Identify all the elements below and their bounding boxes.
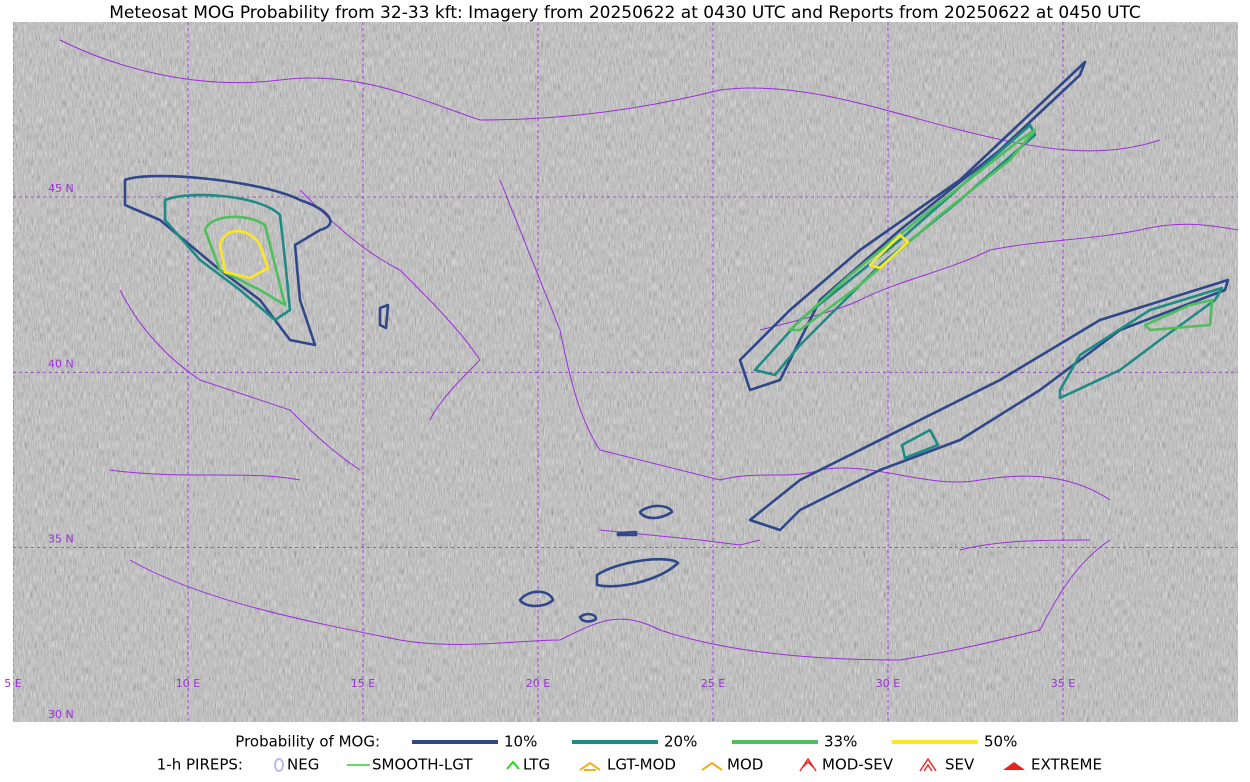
contour-20 [163, 193, 292, 322]
legend-title: 1-h PIREPS: [157, 756, 243, 774]
legend-label: SEV [945, 756, 975, 774]
contour-50 [868, 233, 910, 270]
pirep-icons [274, 757, 1025, 772]
contour-10 [638, 504, 674, 520]
legend-label: NEG [287, 756, 319, 774]
contour-10 [748, 278, 1230, 532]
map [13, 22, 1238, 722]
legend-label: 10% [504, 733, 537, 751]
contour-10 [123, 174, 332, 347]
legend-label: 33% [824, 733, 857, 751]
lon-label: 5 E [4, 677, 21, 690]
contour-10 [378, 303, 390, 330]
lon-label: 25 E [701, 677, 725, 690]
contour-10 [518, 590, 555, 608]
legend-label: MOD [727, 756, 763, 774]
legend-title: Probability of MOG: [235, 733, 380, 751]
legend-label: 50% [984, 733, 1017, 751]
icon-lgt-mod [579, 761, 601, 771]
lat-label: 35 N [48, 533, 74, 546]
legend-label: 20% [664, 733, 697, 751]
legend-label: SMOOTH-LGT [372, 756, 473, 774]
contour-33 [788, 128, 1037, 332]
contour-20 [1058, 286, 1224, 400]
contour-33 [1143, 298, 1214, 332]
lon-label: 10 E [176, 677, 200, 690]
icon-extreme [1003, 762, 1025, 770]
coastlines [59, 39, 1238, 661]
legend-label: MOD-SEV [822, 756, 894, 774]
contour-50 [218, 229, 270, 280]
icon-ltg [506, 760, 520, 770]
lat-label: 40 N [48, 357, 74, 370]
icon-mod [701, 761, 723, 771]
lon-label: 20 E [526, 677, 550, 690]
lat-label: 30 N [48, 708, 74, 721]
graticule [13, 22, 1238, 722]
contour-10 [595, 557, 680, 588]
legend-label: LTG [523, 756, 550, 774]
lat-label: 45 N [48, 182, 74, 195]
contour-33 [203, 215, 287, 307]
lon-label: 35 E [1051, 677, 1075, 690]
title: Meteosat MOG Probability from 32-33 kft:… [109, 3, 1141, 23]
icon-neg [274, 758, 284, 772]
contour-10 [616, 530, 638, 537]
icon-mod-sev [799, 757, 817, 772]
legend-label: EXTREME [1031, 756, 1102, 774]
lon-label: 30 E [876, 677, 900, 690]
contour-20 [753, 123, 1037, 377]
legend-label: LGT-MOD [607, 756, 676, 774]
probability-contours [123, 60, 1230, 623]
lon-label: 15 E [351, 677, 375, 690]
legend: Probability of MOG: 1-h PIREPS: 10% 20% 33… [157, 733, 1102, 774]
contour-20 [900, 428, 940, 460]
contour-10 [578, 612, 598, 623]
icon-sev [919, 757, 937, 772]
contour-10 [738, 60, 1087, 392]
